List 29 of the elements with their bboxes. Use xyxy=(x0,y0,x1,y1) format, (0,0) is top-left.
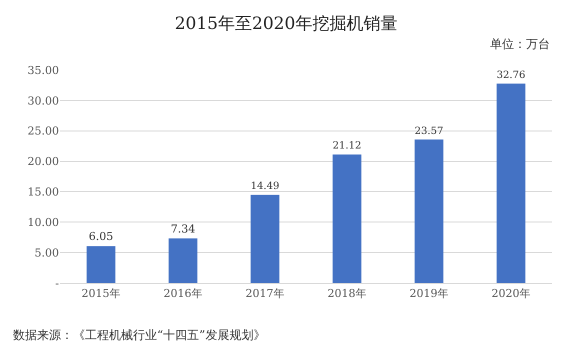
y-tick-label: - xyxy=(55,276,60,290)
y-tick-label: 35.00 xyxy=(28,64,59,77)
data-label: 6.05 xyxy=(88,230,114,244)
data-label: 21.12 xyxy=(332,140,362,152)
y-tick-label: 20.00 xyxy=(28,155,59,168)
y-tick-label: 10.00 xyxy=(28,216,59,229)
bar xyxy=(332,154,362,283)
y-tick-label: 15.00 xyxy=(28,186,59,199)
y-tick-label: 25.00 xyxy=(28,124,59,138)
x-tick-label: 2016年 xyxy=(164,287,202,300)
data-label: 23.57 xyxy=(414,126,444,137)
bar xyxy=(414,140,444,283)
chart-title: 2015年至2020年挖掘机销量 xyxy=(174,14,398,34)
x-tick-label: 2015年 xyxy=(82,287,120,300)
x-tick-label: 2019年 xyxy=(410,287,448,300)
bar xyxy=(86,246,116,283)
bar xyxy=(250,194,280,283)
source-note: 数据来源：《工程机械行业“十四五”发展规划》 xyxy=(13,328,266,342)
y-tick-label: 5.00 xyxy=(34,246,59,260)
text: 单位：万台 xyxy=(490,37,550,51)
bar xyxy=(168,238,198,283)
x-tick-label: 2017年 xyxy=(246,287,284,300)
data-label: 32.76 xyxy=(496,70,526,81)
data-label: 14.49 xyxy=(250,181,280,192)
x-tick-label: 2020年 xyxy=(492,287,530,300)
y-tick-label: 30.00 xyxy=(28,94,59,108)
bar xyxy=(496,84,526,283)
data-label: 7.34 xyxy=(170,222,196,236)
x-tick-label: 2018年 xyxy=(328,287,366,300)
